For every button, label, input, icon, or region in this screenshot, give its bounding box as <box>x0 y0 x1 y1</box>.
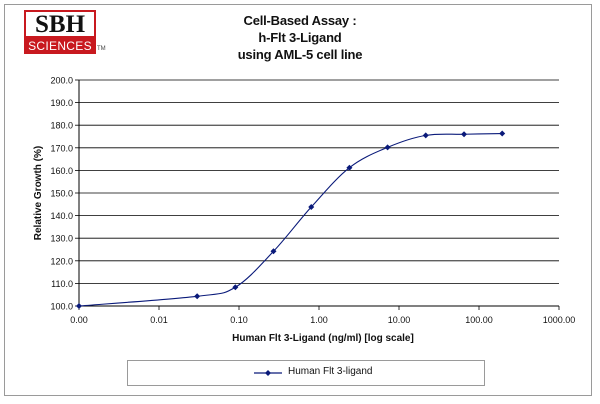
data-point-marker <box>76 303 82 309</box>
y-tick-label: 200.0 <box>50 76 73 86</box>
chart-title-line-3: using AML-5 cell line <box>237 47 363 62</box>
y-axis-title: Relative Growth (%) <box>33 146 44 240</box>
data-point-marker <box>346 164 353 171</box>
x-axis-title: Human Flt 3-Ligand (ng/ml) [log scale] <box>232 333 414 344</box>
chart-title: Cell-Based Assay : h-Flt 3-Ligand using … <box>0 12 600 63</box>
data-point-marker <box>270 248 277 255</box>
data-point-marker <box>308 204 315 211</box>
y-tick-label: 190.0 <box>50 98 73 108</box>
x-tick-label: 0.00 <box>70 315 88 325</box>
sbh-sciences-logo: SBH SCIENCES TM <box>24 10 106 58</box>
y-tick-label: 180.0 <box>50 121 73 131</box>
x-tick-label: 0.10 <box>230 315 248 325</box>
legend-swatch <box>254 370 282 376</box>
chart-title-line-2: h-Flt 3-Ligand <box>258 30 342 45</box>
logo-bottom-text: SCIENCES <box>24 38 96 54</box>
x-tick-label: 0.01 <box>150 315 168 325</box>
y-tick-label: 150.0 <box>50 189 73 199</box>
data-point-marker <box>384 144 391 151</box>
x-tick-label: 1000.00 <box>543 315 576 325</box>
series-line <box>78 133 503 307</box>
y-tick-label: 160.0 <box>50 166 73 176</box>
y-tick-label: 120.0 <box>50 256 73 266</box>
legend: Human Flt 3-ligand <box>127 360 485 386</box>
chart-title-line-1: Cell-Based Assay : <box>243 13 357 28</box>
data-point-marker <box>232 284 239 291</box>
logo-trademark: TM <box>97 46 106 52</box>
data-point-marker <box>422 132 429 139</box>
data-point-marker <box>194 293 201 300</box>
x-tick-label: 100.00 <box>465 315 493 325</box>
chart-frame <box>4 4 592 396</box>
y-tick-label: 110.0 <box>51 279 73 289</box>
x-tick-label: 1.00 <box>310 315 328 325</box>
y-tick-label: 130.0 <box>50 234 73 244</box>
y-tick-label: 100.0 <box>50 302 73 312</box>
y-tick-label: 140.0 <box>50 211 73 221</box>
y-tick-label: 170.0 <box>50 143 73 153</box>
x-tick-label: 10.00 <box>388 315 411 325</box>
data-point-marker <box>499 130 506 137</box>
legend-label: Human Flt 3-ligand <box>288 366 373 377</box>
data-point-marker <box>461 131 468 138</box>
logo-top-text: SBH <box>24 10 96 38</box>
